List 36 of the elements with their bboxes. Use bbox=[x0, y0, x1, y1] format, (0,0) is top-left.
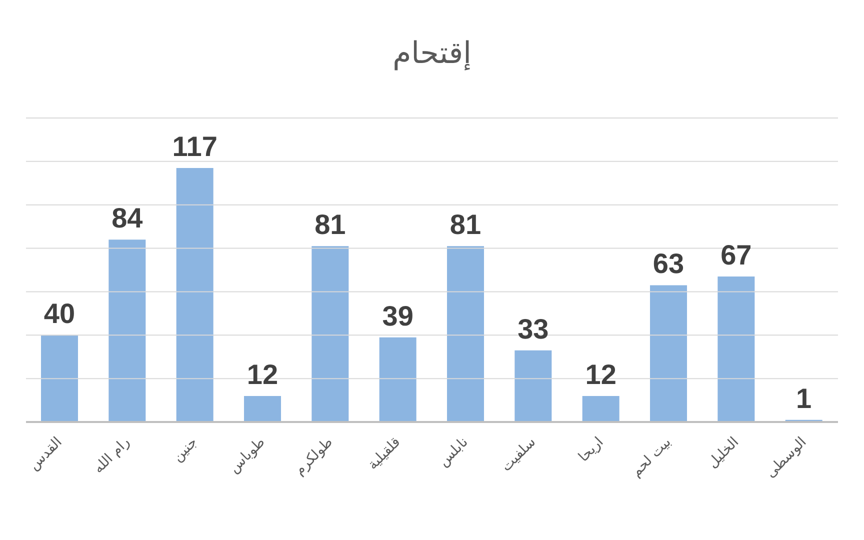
x-tick-label: طولكرم bbox=[292, 434, 336, 479]
x-tick-label: رام الله bbox=[90, 434, 134, 477]
bar bbox=[582, 396, 620, 422]
x-tick-label: جنين bbox=[170, 434, 201, 466]
data-label: 33 bbox=[518, 313, 549, 344]
bar bbox=[312, 246, 349, 422]
bar bbox=[108, 240, 146, 422]
x-tick-label: نابلس bbox=[436, 434, 472, 470]
x-tick-label: طوباس bbox=[226, 434, 268, 476]
data-label: 12 bbox=[246, 358, 278, 390]
data-label: 1 bbox=[796, 382, 812, 414]
data-label: 84 bbox=[112, 202, 144, 234]
x-tick-label: الخليل bbox=[704, 434, 742, 472]
x-tick-label: بيت لحم bbox=[628, 434, 674, 480]
bar bbox=[379, 337, 416, 422]
data-label: 12 bbox=[585, 358, 616, 390]
x-tick-label: سلفيت bbox=[498, 434, 540, 475]
x-tick-label: الوسطى bbox=[762, 434, 810, 482]
bar bbox=[41, 335, 78, 422]
data-label: 81 bbox=[314, 209, 346, 240]
data-label: 39 bbox=[382, 300, 414, 332]
bar bbox=[650, 285, 687, 422]
x-tick-label: اريحا bbox=[576, 434, 607, 466]
data-label: 63 bbox=[652, 248, 684, 280]
bar bbox=[447, 246, 484, 422]
data-label: 67 bbox=[720, 240, 752, 271]
bar bbox=[514, 350, 552, 422]
data-label: 40 bbox=[44, 298, 76, 330]
x-tick-label: قلقيلية bbox=[364, 434, 404, 474]
data-label: 117 bbox=[172, 130, 218, 162]
x-tick-label: القدس bbox=[26, 434, 66, 474]
bar bbox=[718, 276, 755, 422]
bar bbox=[244, 396, 281, 422]
data-label: 81 bbox=[450, 209, 482, 240]
chart-title: إقتحام bbox=[392, 36, 472, 71]
bar bbox=[176, 168, 214, 422]
